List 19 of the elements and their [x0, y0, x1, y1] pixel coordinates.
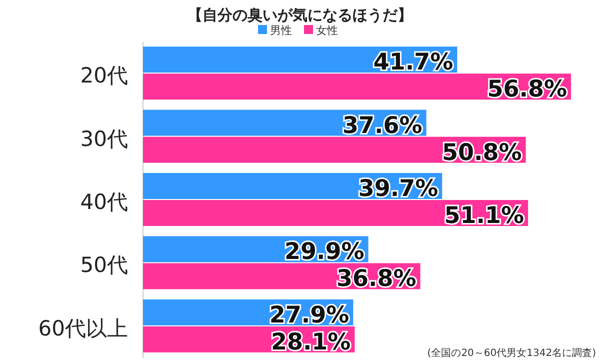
data-label: 39.7%: [358, 176, 438, 202]
chart-title: 【自分の臭いが気になるほうだ】: [188, 6, 412, 24]
y-tick-label: 60代以上: [38, 316, 128, 340]
annotation: (全国の20～60代男女1342名に調査): [427, 347, 596, 359]
data-label: 41.7%: [373, 50, 454, 76]
y-tick-label: 40代: [80, 190, 128, 214]
y-tick-label: 30代: [80, 126, 128, 151]
data-label: 37.6%: [342, 112, 422, 139]
data-label: 56.8%: [487, 76, 567, 103]
data-label: 51.1%: [444, 203, 524, 229]
y-tick-label: 50代: [80, 253, 128, 278]
legend-label: 男性: [270, 24, 292, 37]
data-label: 36.8%: [336, 266, 416, 292]
y-tick-label: 20代: [80, 64, 128, 88]
data-label: 28.1%: [270, 329, 351, 356]
data-label: 27.9%: [269, 302, 350, 328]
data-label: 50.8%: [442, 140, 522, 166]
legend-label: 女性: [316, 24, 338, 37]
data-label: 29.9%: [284, 239, 364, 266]
